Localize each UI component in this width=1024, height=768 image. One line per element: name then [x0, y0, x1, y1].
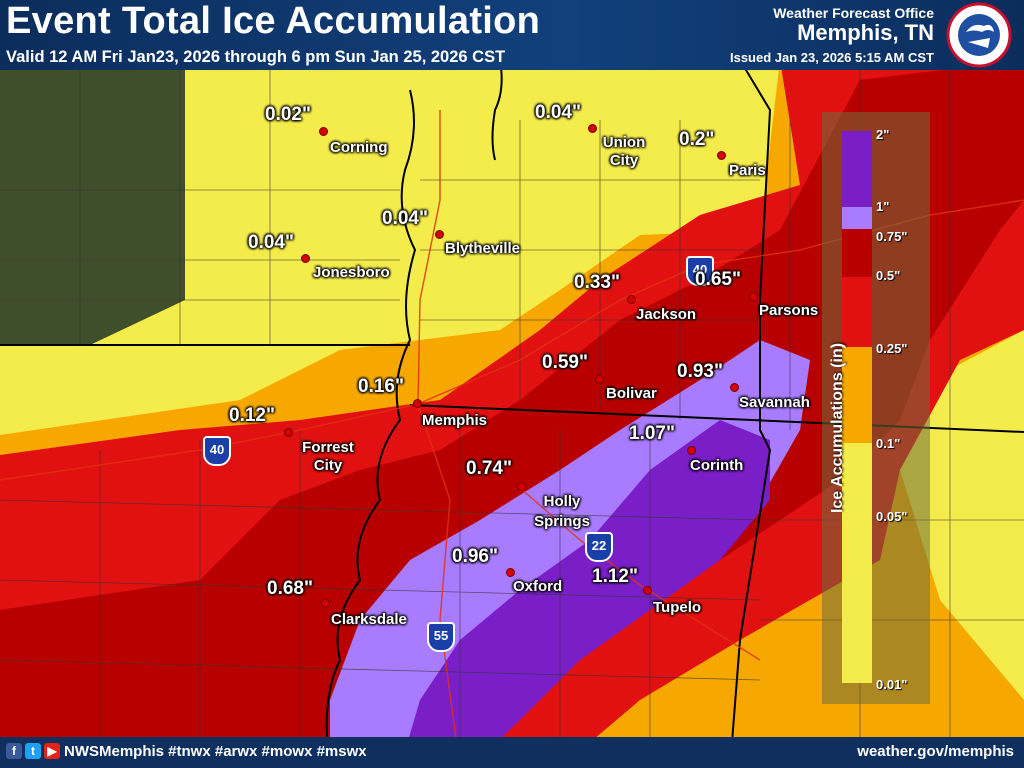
city-label: Jonesboro	[313, 264, 390, 281]
legend-swatch	[842, 277, 872, 347]
accumulation-value: 0.04"	[382, 208, 428, 229]
city-marker	[506, 568, 515, 577]
accumulation-value: 1.07"	[629, 423, 675, 444]
city-label: Paris	[729, 162, 766, 179]
facebook-icon[interactable]: f	[6, 743, 22, 759]
legend-tick: 2"	[876, 127, 890, 142]
interstate-shield: 55	[427, 622, 455, 652]
footer-bar: f t ▶ NWSMemphis #tnwx #arwx #mowx #mswx…	[0, 737, 1024, 768]
youtube-icon[interactable]: ▶	[44, 743, 60, 759]
city-label: Clarksdale	[331, 611, 407, 628]
accumulation-value: 0.16"	[358, 376, 404, 397]
legend-tick: 0.5"	[876, 268, 901, 283]
city-marker	[730, 383, 739, 392]
legend-swatch	[842, 443, 872, 683]
city-marker	[627, 295, 636, 304]
accumulation-value: 0.2"	[679, 129, 715, 150]
interstate-shield: 22	[585, 532, 613, 562]
accumulation-value: 0.04"	[248, 232, 294, 253]
accumulation-value: 0.02"	[265, 104, 311, 125]
legend-swatch	[842, 229, 872, 277]
social-icons: f t ▶	[6, 743, 60, 759]
legend-tick: 0.75"	[876, 229, 908, 244]
city-marker	[687, 446, 696, 455]
accumulation-value: 0.74"	[466, 458, 512, 479]
legend-title: Ice Accumulations (in)	[829, 342, 846, 514]
city-label: Corinth	[690, 457, 744, 474]
nws-logo	[946, 2, 1012, 68]
city-marker	[588, 124, 597, 133]
city-marker	[435, 230, 444, 239]
city-label: Union City	[602, 134, 646, 169]
interstate-shield: 40	[203, 436, 231, 466]
legend-tick: 0.1"	[876, 436, 901, 451]
city-marker	[643, 586, 652, 595]
city-label: Blytheville	[445, 240, 521, 257]
city-label: Parsons	[759, 302, 819, 319]
city-marker	[717, 151, 726, 160]
legend-swatch	[842, 131, 872, 207]
city-marker	[284, 428, 293, 437]
accumulation-value: 0.96"	[452, 546, 498, 567]
legend-colorbar	[842, 131, 872, 683]
page-title: Event Total Ice Accumulation	[6, 0, 541, 42]
accumulation-value: 0.93"	[677, 361, 723, 382]
website-link[interactable]: weather.gov/memphis	[857, 743, 1014, 760]
city-marker	[301, 254, 310, 263]
zone-1-00	[400, 420, 770, 768]
city-marker	[319, 127, 328, 136]
twitter-icon[interactable]: t	[25, 743, 41, 759]
legend-panel	[822, 112, 930, 704]
city-label: Memphis	[422, 412, 488, 429]
city-label: Holly Springs	[534, 493, 590, 530]
city-marker	[413, 399, 422, 408]
legend-tick: 0.05"	[876, 509, 908, 524]
accumulation-value: 0.68"	[267, 578, 313, 599]
city-label: Oxford	[513, 578, 563, 595]
legend-swatch	[842, 347, 872, 443]
legend-tick: 0.01"	[876, 677, 908, 692]
legend-tick: 0.25"	[876, 341, 908, 356]
accumulation-value: 0.33"	[574, 272, 620, 293]
city-marker	[749, 292, 758, 301]
office-name: Memphis, TN	[797, 20, 934, 45]
city-label: Corning	[330, 139, 388, 156]
legend-swatch	[842, 207, 872, 229]
city-label: Forrest City	[302, 439, 354, 474]
accumulation-value: 0.12"	[229, 405, 275, 426]
city-marker	[595, 375, 604, 384]
accumulation-value: 1.12"	[592, 566, 638, 587]
social-handle[interactable]: NWSMemphis #tnwx #arwx #mowx #mswx	[64, 743, 367, 760]
issued-time: Issued Jan 23, 2026 5:15 AM CST	[729, 50, 934, 65]
zone-0-50	[0, 60, 1024, 768]
city-marker	[517, 482, 526, 491]
header-bar: Event Total Ice Accumulation Valid 12 AM…	[0, 0, 1024, 70]
interstate-shield: 40	[686, 256, 714, 286]
city-label: Jackson	[636, 306, 697, 323]
accumulation-value: 0.59"	[542, 352, 588, 373]
valid-period: Valid 12 AM Fri Jan23, 2026 through 6 pm…	[6, 48, 506, 66]
legend-tick: 1"	[876, 199, 890, 214]
accumulation-value: 0.04"	[535, 102, 581, 123]
accumulation-value: 0.65"	[695, 269, 741, 290]
city-marker	[321, 599, 330, 608]
office-type: Weather Forecast Office	[773, 5, 934, 21]
city-label: Bolivar	[606, 385, 657, 402]
city-label: Savannah	[739, 394, 810, 411]
city-label: Tupelo	[653, 599, 702, 616]
